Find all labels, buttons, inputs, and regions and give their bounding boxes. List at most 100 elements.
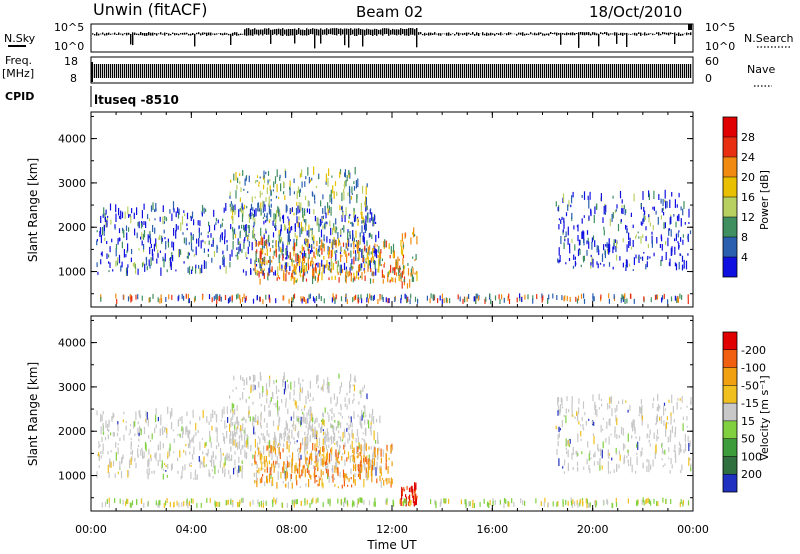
data-cell [372, 408, 374, 415]
nsky-sample [392, 28, 394, 35]
data-cell [306, 457, 308, 460]
data-cell [354, 473, 356, 477]
data-cell [117, 238, 119, 245]
data-cell [222, 453, 224, 456]
data-cell [289, 441, 291, 445]
data-cell [279, 174, 281, 179]
data-cell [328, 414, 330, 422]
data-cell [142, 233, 145, 240]
freq-sample [246, 64, 248, 78]
freq-sample [664, 64, 666, 78]
freq-sample [616, 64, 618, 78]
data-cell [240, 206, 243, 213]
data-cell [349, 188, 351, 198]
data-cell [376, 419, 378, 423]
freq-trace [91, 62, 692, 82]
data-cell [594, 206, 596, 215]
data-cell [355, 253, 357, 262]
data-cell [283, 436, 285, 442]
data-cell [344, 403, 346, 407]
data-cell [276, 209, 278, 218]
data-cell [172, 255, 174, 262]
ground-scatter-cell [485, 296, 487, 302]
data-cell [341, 268, 344, 273]
nsky-sample [566, 32, 568, 36]
data-cell [293, 411, 295, 419]
data-cell [641, 447, 643, 451]
nsky-panel: N.Sky 10^5 10^0 10^5 10^0 N.Search [4, 21, 794, 53]
data-cell [279, 452, 281, 459]
data-cell [609, 397, 611, 404]
data-cell [605, 204, 607, 213]
data-cell [596, 261, 598, 265]
ground-scatter-cell [441, 299, 443, 304]
data-cell [688, 208, 690, 218]
nsky-sample [570, 32, 572, 36]
data-cell [326, 428, 328, 433]
data-cell [141, 232, 143, 240]
data-cell [255, 461, 257, 465]
data-cell [327, 245, 329, 255]
data-cell [337, 467, 339, 476]
data-cell [414, 259, 416, 262]
data-cell [687, 235, 689, 240]
data-cell [313, 267, 315, 272]
data-cell [293, 178, 295, 184]
freq-sample [488, 64, 490, 78]
freq-sample [134, 64, 136, 78]
data-cell [232, 229, 234, 238]
data-cell [642, 234, 644, 238]
colorbar-segment [723, 385, 737, 404]
nsky-sample [366, 28, 368, 35]
nsky-sample [304, 30, 306, 36]
data-cell [397, 256, 399, 265]
data-cell [165, 470, 167, 472]
data-cell [320, 229, 323, 238]
ground-scatter-cell [119, 498, 121, 504]
data-cell [314, 475, 316, 484]
nsky-sample [630, 34, 632, 35]
ground-scatter-cell [228, 297, 231, 303]
data-cell [252, 207, 254, 212]
data-cell [583, 466, 585, 470]
data-cell [578, 421, 580, 425]
data-cell [622, 427, 624, 436]
data-cell [241, 465, 244, 470]
ground-scatter-cell [637, 499, 639, 505]
data-cell [116, 432, 119, 437]
data-cell [587, 441, 589, 448]
data-cell [236, 247, 238, 250]
ground-scatter-cell [304, 500, 306, 506]
data-cell [369, 217, 371, 223]
data-cell [355, 380, 357, 383]
ground-scatter-cell [445, 498, 447, 504]
data-cell [646, 459, 648, 463]
colorbar-tick-label: 20 [741, 171, 755, 184]
data-cell [327, 412, 329, 415]
nsky-sample [136, 33, 138, 35]
data-cell [357, 446, 359, 453]
ground-scatter-cell [129, 294, 131, 300]
data-cell [210, 413, 212, 422]
data-cell [360, 447, 362, 455]
data-cell [311, 423, 314, 430]
nsky-sample [552, 33, 554, 35]
data-cell [558, 458, 560, 466]
data-cell [310, 475, 312, 480]
data-cell [356, 241, 358, 249]
data-cell [305, 242, 307, 246]
freq-sample [562, 64, 564, 78]
ground-scatter-cell [357, 298, 359, 304]
data-cell [263, 201, 265, 207]
data-cell [283, 470, 286, 474]
nsky-sample [226, 33, 228, 35]
freq-sample [516, 64, 518, 78]
freq-sample [174, 64, 176, 78]
ground-scatter-cell [188, 298, 190, 304]
colorbar-tick-label: 200 [741, 468, 762, 481]
data-cell [616, 417, 618, 426]
data-cell [642, 217, 644, 220]
data-cell [234, 421, 236, 426]
data-cell [266, 260, 268, 265]
data-cell [623, 457, 625, 465]
